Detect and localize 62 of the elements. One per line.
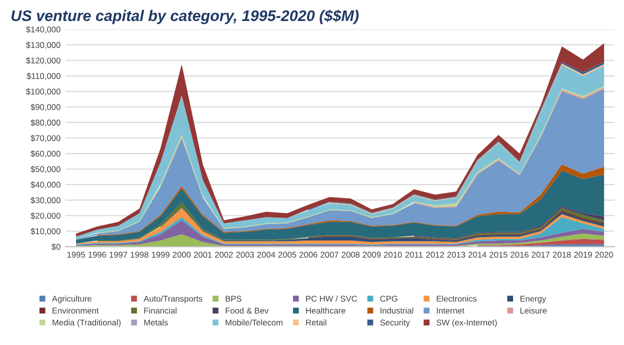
legend-label: Electronics: [436, 296, 477, 302]
legend-label: CPG: [380, 296, 398, 302]
legend-label: Media (Traditional): [52, 319, 121, 328]
x-tick-label: 2001: [194, 252, 212, 258]
y-tick-label: $0: [51, 244, 60, 250]
y-tick-label: $30,000: [30, 196, 60, 204]
x-tick-label: 2012: [426, 252, 444, 258]
y-tick-label: $40,000: [30, 181, 60, 189]
y-tick-label: $90,000: [30, 104, 60, 112]
legend-label: Industrial: [380, 307, 414, 314]
x-tick-label: 2015: [490, 252, 508, 258]
legend-label: Healthcare: [306, 307, 346, 314]
legend-label: Metals: [144, 319, 168, 326]
y-tick-label: $70,000: [30, 134, 60, 142]
y-tick-label: $10,000: [30, 228, 60, 236]
x-tick-label: 2008: [342, 252, 360, 258]
legend-label: Auto/Transports: [144, 296, 202, 304]
legend-label: Mobile/Telecom: [226, 319, 282, 326]
x-tick-label: 2007: [320, 252, 338, 258]
x-tick-label: 1998: [130, 252, 148, 258]
legend-label: Food & Bev: [226, 307, 269, 314]
legend-label: BPS: [226, 296, 242, 302]
x-tick-label: 2014: [468, 252, 486, 258]
x-tick-label: 2018: [552, 252, 571, 258]
x-tick-label: 2010: [384, 252, 402, 258]
legend-label: Internet: [436, 308, 464, 314]
x-tick-label: 2013: [447, 252, 466, 258]
x-tick-label: 2000: [172, 252, 191, 258]
x-tick-label: 1997: [110, 252, 128, 258]
y-tick-label: $50,000: [30, 166, 60, 174]
legend-label: SW (ex-Internet): [436, 319, 497, 328]
legend-label: Agriculture: [52, 296, 92, 304]
y-tick-label: $100,000: [26, 88, 60, 96]
x-tick-label: 2006: [300, 252, 318, 258]
x-tick-label: 2003: [236, 252, 254, 258]
x-tick-label: 1999: [152, 252, 170, 258]
legend-label: Security: [380, 319, 410, 328]
y-tick-label: $110,000: [26, 72, 60, 80]
y-tick-label: $60,000: [30, 150, 60, 158]
x-tick-label: 2020: [595, 252, 614, 258]
y-tick-label: $140,000: [26, 26, 60, 34]
y-tick-label: $80,000: [30, 119, 60, 127]
x-tick-label: 2019: [574, 252, 592, 258]
legend-label: Energy: [520, 296, 546, 304]
x-tick-label: 2004: [257, 252, 276, 258]
legend-label: Leisure: [520, 307, 547, 314]
x-tick-label: 2005: [278, 252, 296, 258]
y-tick-label: $120,000: [26, 57, 60, 64]
x-tick-label: 1995: [67, 252, 85, 258]
legend-label: Financial: [144, 307, 176, 314]
legend-label: Environment: [52, 307, 99, 314]
y-tick-label: $20,000: [30, 212, 60, 220]
x-tick-label: 2017: [532, 252, 550, 258]
legend-label: PC HW / SVC: [306, 296, 358, 302]
x-tick-label: 1996: [88, 252, 106, 258]
x-tick-label: 2009: [362, 252, 381, 258]
x-tick-label: 2011: [405, 252, 423, 258]
legend-label: Retail: [306, 319, 326, 326]
chart-title: US venture capital by category, 1995-2020 ($$M): [11, 10, 359, 24]
x-tick-label: 2002: [215, 252, 233, 258]
x-tick-label: 2016: [510, 252, 529, 258]
y-tick-label: $130,000: [26, 42, 60, 49]
